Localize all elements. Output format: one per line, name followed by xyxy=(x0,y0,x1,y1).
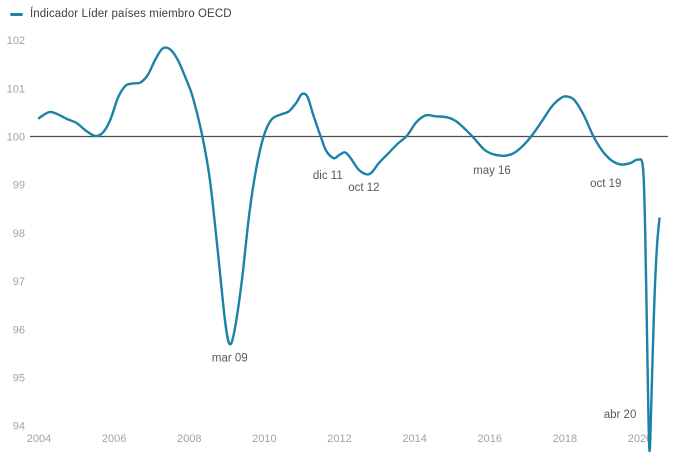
annotation-oct-12: oct 12 xyxy=(348,182,379,194)
x-tick-label: 2014 xyxy=(402,433,426,445)
y-tick-label: 100 xyxy=(7,132,25,144)
legend-line-swatch xyxy=(10,12,23,16)
y-tick-label: 102 xyxy=(7,35,25,47)
annotation-dic-11: dic 11 xyxy=(313,170,343,182)
y-tick-label: 99 xyxy=(13,180,25,192)
y-tick-label: 94 xyxy=(13,421,25,433)
y-tick-label: 97 xyxy=(13,276,25,288)
x-tick-label: 2020 xyxy=(628,433,652,445)
annotation-abr-20: abr 20 xyxy=(604,409,637,421)
x-tick-label: 2006 xyxy=(102,433,126,445)
y-tick-label: 101 xyxy=(7,83,25,95)
annotation-may-16: may 16 xyxy=(473,165,511,177)
x-tick-label: 2008 xyxy=(177,433,201,445)
x-tick-label: 2010 xyxy=(252,433,276,445)
annotation-oct-19: oct 19 xyxy=(590,178,621,190)
y-tick-label: 95 xyxy=(13,373,25,385)
legend-label: Índicador Líder países miembro OECD xyxy=(30,8,232,20)
x-tick-label: 2012 xyxy=(327,433,351,445)
y-tick-label: 98 xyxy=(13,228,25,240)
x-tick-label: 2016 xyxy=(477,433,501,445)
y-tick-label: 96 xyxy=(13,324,25,336)
indicator-line-series xyxy=(37,46,661,453)
x-tick-label: 2018 xyxy=(553,433,577,445)
x-tick-label: 2004 xyxy=(27,433,51,445)
chart-legend: Índicador Líder países miembro OECD xyxy=(10,8,232,20)
annotation-mar-09: mar 09 xyxy=(212,352,248,364)
